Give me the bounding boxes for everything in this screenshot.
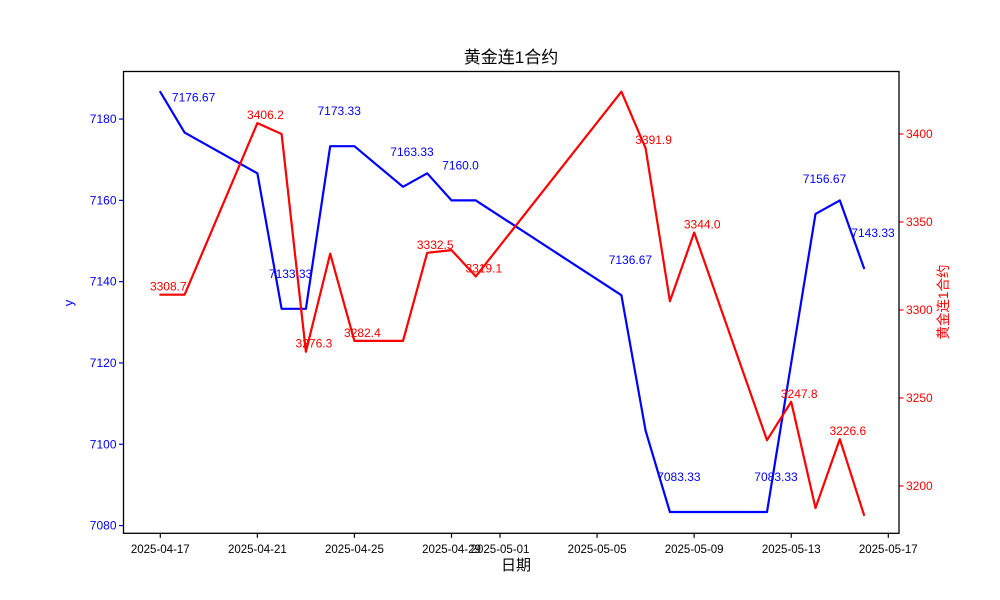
point-label-left: 7136.67 (609, 253, 653, 267)
point-label-left: 7156.67 (803, 172, 847, 186)
x-tick-label: 2025-04-21 (228, 544, 287, 556)
point-label-left: 7173.33 (318, 104, 362, 118)
point-annotations: 7176.67 7133.33 7173.33 7163.33 7160.0 7136.6… (150, 91, 895, 484)
point-label-left: 7083.33 (657, 470, 701, 484)
plot-border (122, 70, 900, 534)
right-tick-label: 3200 (906, 479, 933, 493)
left-tick-label: 7140 (90, 275, 117, 289)
point-label-right: 3344.0 (684, 218, 721, 232)
point-label-left: 7083.33 (754, 470, 798, 484)
point-label-right: 3276.3 (296, 337, 333, 351)
x-tick-label: 2025-05-17 (859, 544, 918, 556)
right-tick-label: 3400 (906, 127, 933, 141)
point-label-left: 7160.0 (442, 158, 479, 172)
chart-title: 黄金连1合约 (464, 48, 558, 67)
x-tick-label: 2025-05-13 (762, 544, 821, 556)
left-tick-label: 7160 (90, 193, 117, 207)
x-axis-label: 日期 (501, 557, 531, 574)
right-tick-label: 3300 (906, 303, 933, 317)
left-tick-label: 7100 (90, 437, 117, 451)
point-label-left: 7163.33 (390, 145, 434, 159)
point-label-right: 3332.5 (417, 238, 454, 252)
point-label-right: 3282.4 (344, 326, 381, 340)
right-tick-label: 3350 (906, 215, 933, 229)
left-y-axis-label: y (61, 299, 76, 306)
series-lines (159, 90, 866, 517)
axis-ticks: 2025-04-17 2025-04-21 2025-04-25 2025-04-29… (90, 112, 933, 556)
x-tick-label: 2025-04-29 (422, 544, 481, 556)
point-label-right: 3406.2 (247, 108, 284, 122)
plot-frame (122, 70, 900, 534)
x-tick-label: 2025-05-01 (471, 544, 530, 556)
x-tick-label: 2025-04-25 (325, 544, 384, 556)
series-line-left (159, 90, 866, 514)
point-label-left: 7143.33 (851, 226, 895, 240)
left-tick-label: 7120 (90, 356, 117, 370)
series-line-right (159, 90, 866, 517)
point-label-right: 3319.1 (465, 261, 502, 275)
point-label-left: 7176.67 (172, 91, 216, 105)
point-label-left: 7133.33 (269, 267, 313, 281)
left-tick-label: 7180 (90, 112, 117, 126)
x-tick-label: 2025-05-05 (568, 544, 627, 556)
right-y-axis-label: 黄金连1合约 (936, 264, 951, 339)
point-label-right: 3391.9 (635, 133, 672, 147)
x-tick-label: 2025-05-09 (665, 544, 724, 556)
point-label-right: 3247.8 (781, 387, 818, 401)
point-label-right: 3226.6 (829, 424, 866, 438)
point-label-right: 3308.7 (150, 280, 187, 294)
left-tick-label: 7080 (90, 519, 117, 533)
right-tick-label: 3250 (906, 391, 933, 405)
x-tick-label: 2025-04-17 (131, 544, 190, 556)
